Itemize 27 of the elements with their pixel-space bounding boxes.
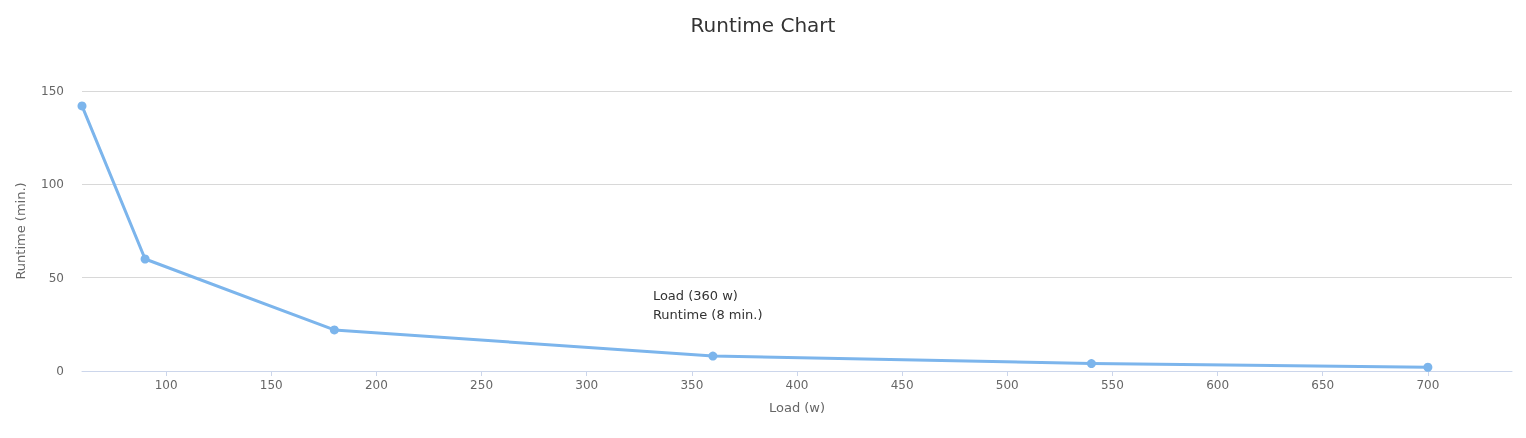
point — [1423, 362, 1433, 372]
x-tick-label: 250 — [470, 378, 494, 392]
x-axis-title: Load (w) — [768, 400, 826, 415]
y-tick-label: 150 — [41, 84, 64, 98]
x-tick-label: 400 — [785, 378, 809, 392]
annotation: Load (360 w) Runtime (8 min.) — [652, 288, 763, 323]
x-tick-label: 150 — [259, 378, 283, 392]
x-tick-label: 300 — [575, 378, 599, 392]
x-tick-label: 650 — [1311, 378, 1335, 392]
x-tick-label: 550 — [1100, 378, 1124, 392]
x-tick-label: 450 — [890, 378, 914, 392]
point — [329, 325, 339, 335]
y-axis-title: Runtime (min.) — [13, 182, 28, 280]
point — [140, 254, 150, 264]
chart-title: Runtime Chart — [690, 13, 836, 37]
x-tick-label: 500 — [995, 378, 1019, 392]
x-tick-label: 200 — [364, 378, 388, 392]
point — [77, 101, 87, 111]
x-tick-label: 700 — [1416, 378, 1440, 392]
y-tick-label: 0 — [56, 364, 64, 378]
y-tick-label: 50 — [48, 270, 64, 285]
point — [708, 351, 718, 361]
y-tick-label: 100 — [41, 177, 64, 192]
point — [1086, 359, 1096, 369]
x-tick-label: 100 — [154, 378, 178, 392]
x-tick-label: 350 — [680, 378, 704, 392]
x-tick-label: 600 — [1206, 378, 1230, 392]
